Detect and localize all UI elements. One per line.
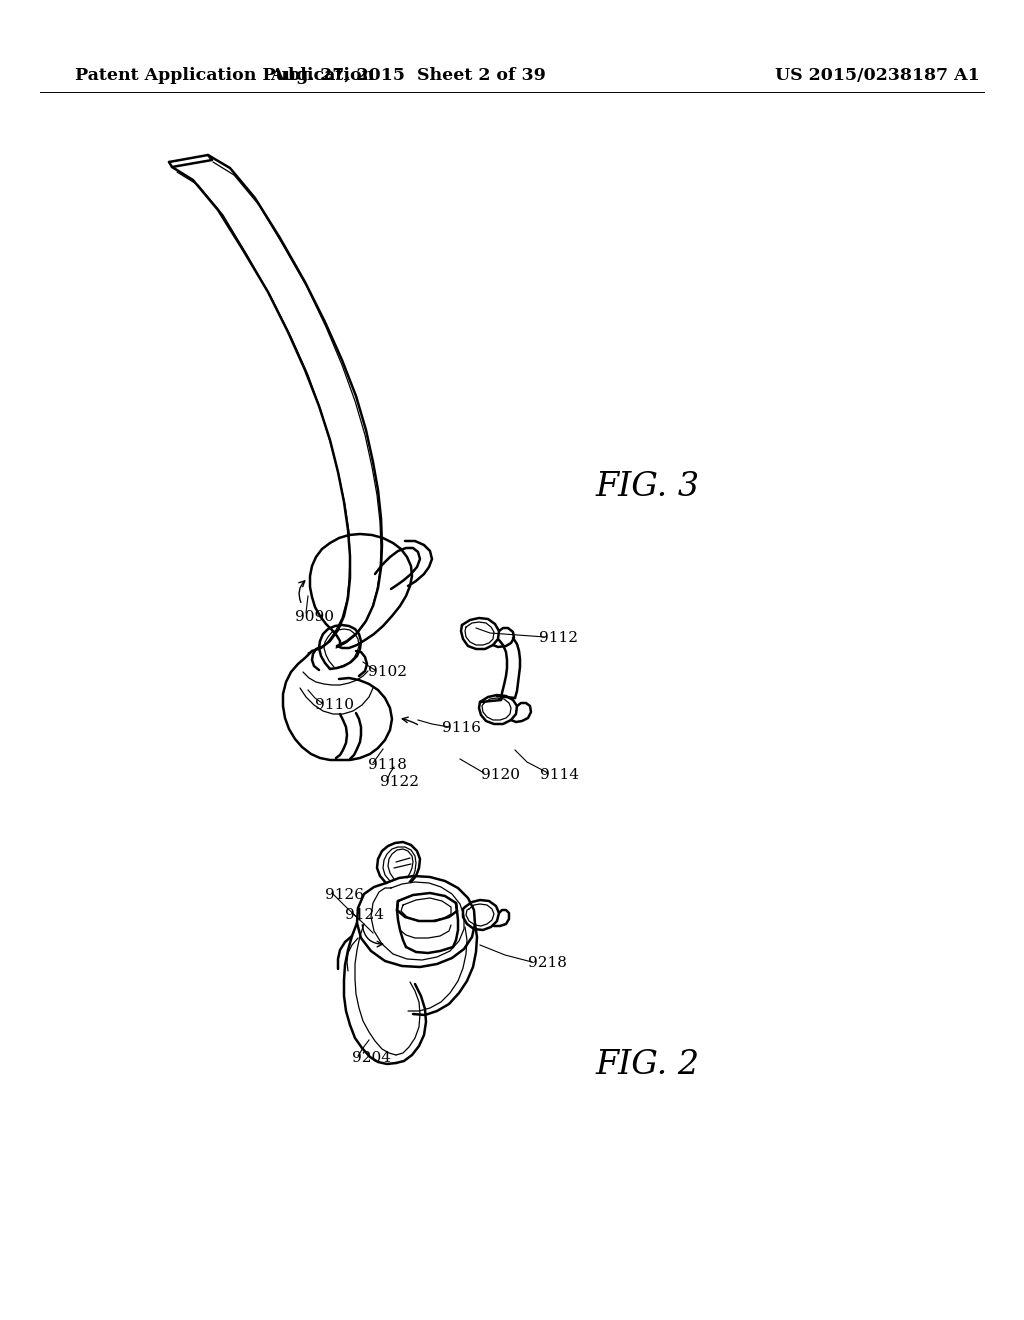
Text: 9204: 9204: [352, 1051, 391, 1065]
Text: Aug. 27, 2015  Sheet 2 of 39: Aug. 27, 2015 Sheet 2 of 39: [270, 66, 546, 83]
Text: US 2015/0238187 A1: US 2015/0238187 A1: [775, 66, 980, 83]
Text: 9114: 9114: [540, 768, 579, 781]
Text: 9112: 9112: [539, 631, 578, 645]
Text: 9090: 9090: [295, 610, 334, 624]
Text: FIG. 2: FIG. 2: [596, 1049, 700, 1081]
Text: FIG. 3: FIG. 3: [596, 471, 700, 503]
Text: 9110: 9110: [315, 698, 354, 711]
Text: 9124: 9124: [345, 908, 384, 921]
Text: 9120: 9120: [481, 768, 520, 781]
Text: 9118: 9118: [368, 758, 407, 772]
Text: Patent Application Publication: Patent Application Publication: [75, 66, 374, 83]
Text: 9102: 9102: [368, 665, 407, 678]
Text: 9126: 9126: [325, 888, 364, 902]
Text: 9116: 9116: [442, 721, 481, 735]
Text: 9122: 9122: [380, 775, 419, 789]
Text: 9218: 9218: [528, 956, 567, 970]
